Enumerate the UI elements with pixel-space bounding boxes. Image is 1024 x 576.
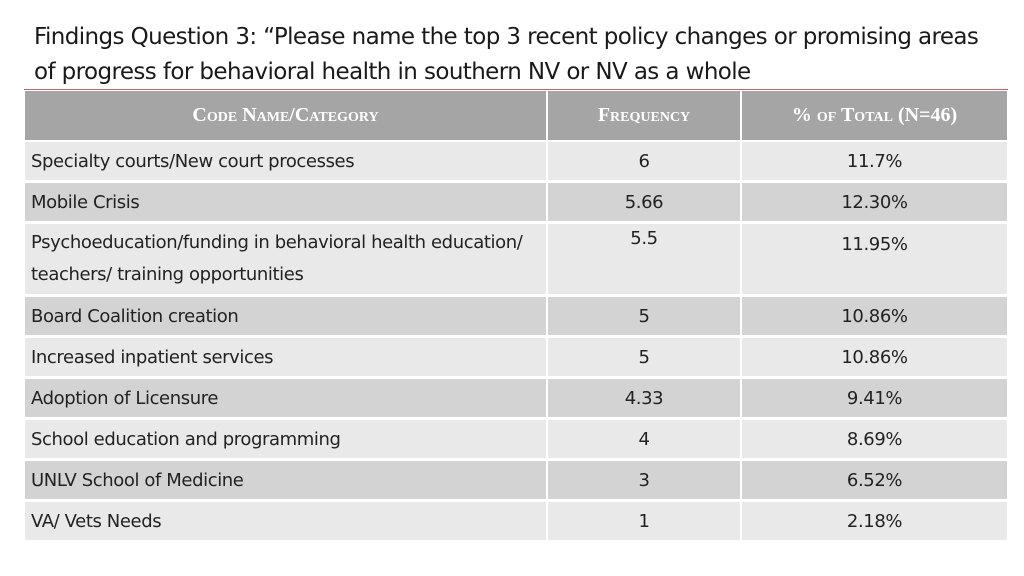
category-cell: Board Coalition creation bbox=[25, 297, 548, 338]
frequency-cell: 3 bbox=[548, 461, 742, 502]
frequency-cell: 4 bbox=[548, 420, 742, 461]
frequency-cell: 4.33 bbox=[548, 379, 742, 420]
frequency-cell: 6 bbox=[548, 142, 742, 183]
frequency-cell: 5 bbox=[548, 297, 742, 338]
slide-title: Findings Question 3: “Please name the to… bbox=[34, 24, 979, 85]
header-frequency: Frequency bbox=[548, 91, 742, 142]
percent-cell: 12.30% bbox=[742, 183, 1007, 224]
frequency-cell: 5.66 bbox=[548, 183, 742, 224]
category-cell: Psychoeducation/funding in behavioral he… bbox=[25, 224, 548, 297]
percent-cell: 2.18% bbox=[742, 502, 1007, 543]
percent-cell: 9.41% bbox=[742, 379, 1007, 420]
table-row: School education and programming 4 8.69% bbox=[25, 420, 1007, 461]
table-row: Board Coalition creation 5 10.86% bbox=[25, 297, 1007, 338]
category-cell: Adoption of Licensure bbox=[25, 379, 548, 420]
percent-cell: 8.69% bbox=[742, 420, 1007, 461]
percent-cell: 10.86% bbox=[742, 338, 1007, 379]
frequency-cell: 5 bbox=[548, 338, 742, 379]
category-cell: VA/ Vets Needs bbox=[25, 502, 548, 543]
frequency-cell: 1 bbox=[548, 502, 742, 543]
table-row: Specialty courts/New court processes 6 1… bbox=[25, 142, 1007, 183]
category-cell: Specialty courts/New court processes bbox=[25, 142, 548, 183]
percent-cell: 10.86% bbox=[742, 297, 1007, 338]
table-row: Mobile Crisis 5.66 12.30% bbox=[25, 183, 1007, 224]
category-cell: UNLV School of Medicine bbox=[25, 461, 548, 502]
percent-cell: 11.95% bbox=[742, 224, 1007, 297]
header-category: Code Name/Category bbox=[25, 91, 548, 142]
title-divider bbox=[24, 89, 1008, 90]
header-percent: % of Total (N=46) bbox=[742, 91, 1007, 142]
table-row: Psychoeducation/funding in behavioral he… bbox=[25, 224, 1007, 297]
frequency-cell: 5.5 bbox=[548, 224, 742, 297]
percent-cell: 6.52% bbox=[742, 461, 1007, 502]
table-row: VA/ Vets Needs 1 2.18% bbox=[25, 502, 1007, 543]
category-cell: Mobile Crisis bbox=[25, 183, 548, 224]
category-cell: School education and programming bbox=[25, 420, 548, 461]
table-header-row: Code Name/Category Frequency % of Total … bbox=[25, 91, 1007, 142]
percent-cell: 11.7% bbox=[742, 142, 1007, 183]
table-row: UNLV School of Medicine 3 6.52% bbox=[25, 461, 1007, 502]
table-row: Increased inpatient services 5 10.86% bbox=[25, 338, 1007, 379]
findings-table: Code Name/Category Frequency % of Total … bbox=[25, 91, 1007, 543]
table-row: Adoption of Licensure 4.33 9.41% bbox=[25, 379, 1007, 420]
category-cell: Increased inpatient services bbox=[25, 338, 548, 379]
